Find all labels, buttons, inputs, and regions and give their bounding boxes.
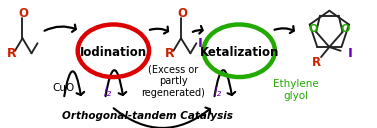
Text: CuO: CuO <box>53 83 75 93</box>
Text: I: I <box>197 37 202 50</box>
Text: R: R <box>6 47 16 60</box>
Text: Iodination: Iodination <box>80 46 147 58</box>
Text: O: O <box>18 7 28 20</box>
Text: O: O <box>341 24 350 34</box>
Text: O: O <box>308 24 318 34</box>
Text: O: O <box>177 7 187 20</box>
Text: I₂: I₂ <box>104 86 112 99</box>
Text: R: R <box>312 56 321 68</box>
Text: (Excess or
partly
regenerated): (Excess or partly regenerated) <box>141 65 205 98</box>
Text: Orthogonal-tandem Catalysis: Orthogonal-tandem Catalysis <box>62 111 233 121</box>
Text: Ethylene
glyol: Ethylene glyol <box>273 79 319 101</box>
Text: R: R <box>165 47 175 60</box>
Text: Ketalization: Ketalization <box>199 46 279 58</box>
Text: I₂: I₂ <box>213 86 222 99</box>
Text: I: I <box>348 47 352 60</box>
